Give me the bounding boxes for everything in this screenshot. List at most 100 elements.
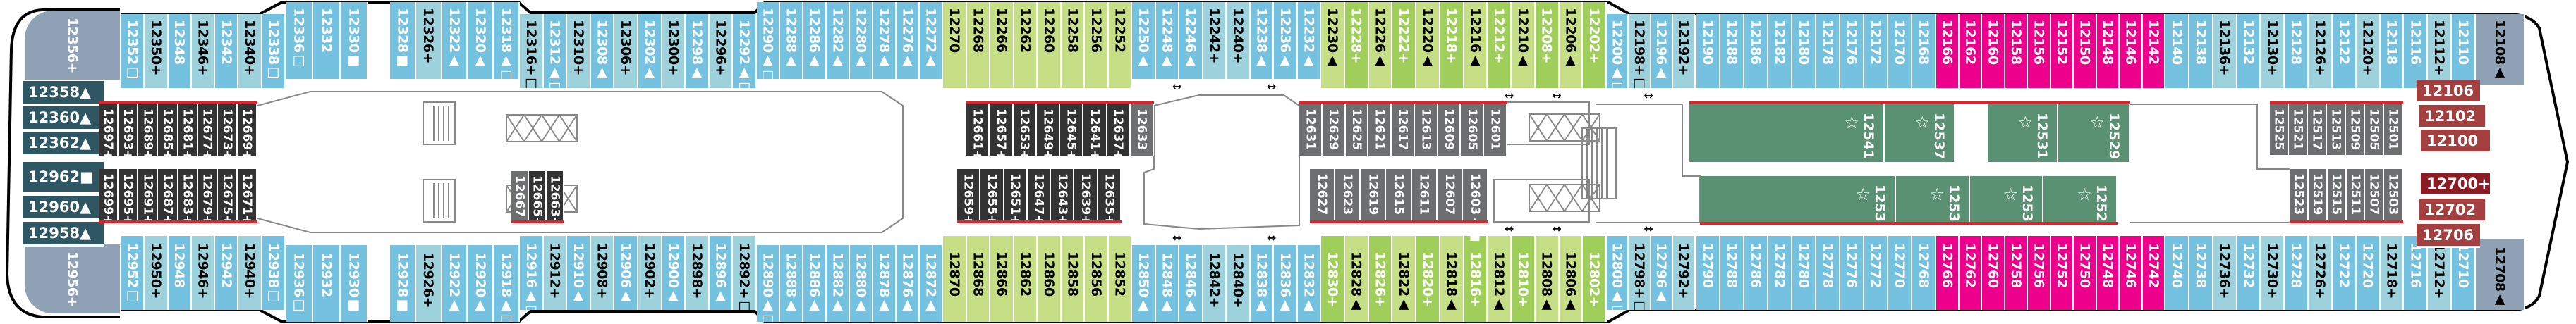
cabin-12619[interactable]: 12619 bbox=[1361, 169, 1387, 220]
cabin-12208[interactable]: 12208+ bbox=[1535, 2, 1560, 88]
cabin-12318[interactable]: 12318▲□ bbox=[494, 2, 520, 79]
cabin-12348[interactable]: 12348 bbox=[168, 14, 192, 88]
cabin-12758[interactable]: 12758 bbox=[2005, 236, 2028, 310]
cabin-12611[interactable]: 12611 bbox=[1411, 169, 1438, 220]
cabin-12828[interactable]: 12828▲ bbox=[1344, 236, 1369, 322]
cabin-12106[interactable]: 12106 bbox=[2417, 80, 2480, 104]
cabin-12788[interactable]: 12788 bbox=[1720, 236, 1744, 310]
cabin-12916[interactable]: 12916▲□ bbox=[520, 236, 544, 310]
cabin-12858[interactable]: 12858 bbox=[1061, 236, 1085, 322]
cabin-12780[interactable]: 12780 bbox=[1792, 236, 1816, 310]
cabin-12158[interactable]: 12158 bbox=[2005, 14, 2028, 88]
cabin-12699[interactable]: 12699+ bbox=[99, 169, 119, 225]
cabin-12902[interactable]: 12902+ bbox=[638, 236, 662, 310]
cabin-12156[interactable]: 12156 bbox=[2028, 14, 2051, 88]
cabin-12948[interactable]: 12948 bbox=[168, 236, 192, 310]
cabin-12669[interactable]: 12669+ bbox=[237, 104, 257, 160]
cabin-12702[interactable]: 12702 bbox=[2419, 199, 2485, 223]
cabin-12152[interactable]: 12152 bbox=[2051, 14, 2074, 88]
cabin-12290[interactable]: 12290▲□ bbox=[757, 2, 780, 79]
cabin-12210[interactable]: 12210▲ bbox=[1512, 2, 1536, 88]
cabin-12609[interactable]: 12609 bbox=[1438, 104, 1462, 156]
cabin-12130[interactable]: 12130+ bbox=[2261, 14, 2285, 88]
cabin-12748[interactable]: 12748 bbox=[2096, 236, 2120, 310]
cabin-12762[interactable]: 12762 bbox=[1959, 236, 1982, 310]
cabin-12716[interactable]: 12716 bbox=[2404, 236, 2429, 310]
cabin-12671[interactable]: 12671+ bbox=[237, 169, 257, 225]
cabin-12718[interactable]: 12718+ bbox=[2380, 236, 2405, 310]
cabin-12168[interactable]: 12168 bbox=[1912, 14, 1936, 88]
cabin-12880[interactable]: 12880▲ bbox=[850, 245, 873, 322]
cabin-12258[interactable]: 12258 bbox=[1061, 2, 1085, 88]
suite-12527[interactable]: ☆ 12527 bbox=[2043, 176, 2118, 231]
cabin-12350[interactable]: 12350+ bbox=[145, 14, 169, 88]
cabin-12695[interactable]: 12695+ bbox=[119, 169, 139, 225]
cabin-12336[interactable]: 12336□ bbox=[286, 2, 313, 79]
cabin-12268[interactable]: 12268 bbox=[966, 2, 990, 88]
cabin-12842[interactable]: 12842+ bbox=[1203, 245, 1227, 322]
cabin-12342[interactable]: 12342 bbox=[215, 14, 239, 88]
cabin-12700[interactable]: 12700+ bbox=[2421, 173, 2491, 197]
cabin-12160[interactable]: 12160 bbox=[1982, 14, 2005, 88]
cabin-12142[interactable]: 12142 bbox=[2142, 14, 2165, 88]
cabin-12882[interactable]: 12882▲ bbox=[827, 245, 850, 322]
cabin-12138[interactable]: 12138 bbox=[2189, 14, 2213, 88]
cabin-12198[interactable]: 12198+□ bbox=[1629, 14, 1651, 88]
cabin-12926[interactable]: 12926+ bbox=[415, 245, 442, 322]
cabin-12236[interactable]: 12236▲ bbox=[1274, 2, 1298, 79]
cabin-12507[interactable]: 12507 bbox=[2365, 169, 2385, 220]
cabin-12509[interactable]: 12509 bbox=[2346, 104, 2365, 155]
cabin-12200[interactable]: 12200▲□ bbox=[1607, 14, 1629, 88]
cabin-12322[interactable]: 12322▲ bbox=[442, 2, 468, 79]
cabin-12728[interactable]: 12728 bbox=[2285, 236, 2309, 310]
cabin-12653[interactable]: 12653+ bbox=[1013, 104, 1037, 160]
cabin-12708[interactable]: 12708▲ bbox=[2476, 239, 2525, 310]
cabin-12806[interactable]: 12806▲ bbox=[1559, 236, 1584, 322]
cabin-12218[interactable]: 12218+ bbox=[1440, 2, 1464, 88]
cabin-12651[interactable]: 12651+ bbox=[1004, 169, 1028, 225]
cabin-12601[interactable]: 12601 bbox=[1484, 104, 1507, 156]
cabin-12655[interactable]: 12655+ bbox=[980, 169, 1004, 225]
cabin-12802[interactable]: 12802+ bbox=[1583, 236, 1607, 322]
cabin-12816[interactable]: 12816+ bbox=[1464, 236, 1488, 322]
cabin-12830[interactable]: 12830+ bbox=[1321, 236, 1345, 322]
cabin-12938[interactable]: 12938□ bbox=[262, 236, 286, 310]
cabin-12180[interactable]: 12180 bbox=[1792, 14, 1816, 88]
cabin-12192[interactable]: 12192+ bbox=[1672, 14, 1695, 88]
cabin-12517[interactable]: 12517 bbox=[2308, 104, 2327, 155]
cabin-12848[interactable]: 12848▲ bbox=[1155, 245, 1179, 322]
cabin-12673[interactable]: 12673+ bbox=[217, 104, 238, 160]
suite-12535[interactable]: ☆ 12535 bbox=[1896, 176, 1970, 231]
cabin-12635[interactable]: 12635+ bbox=[1098, 169, 1122, 225]
cabin-12663[interactable]: 12663+ bbox=[547, 171, 564, 227]
cabin-12910[interactable]: 12910▲ bbox=[567, 236, 591, 310]
cabin-12940[interactable]: 12940+ bbox=[238, 236, 262, 310]
cabin-12661[interactable]: 12661+ bbox=[966, 104, 990, 160]
cabin-12675[interactable]: 12675+ bbox=[217, 169, 238, 225]
cabin-12790[interactable]: 12790 bbox=[1696, 236, 1720, 310]
cabin-12856[interactable]: 12856 bbox=[1085, 236, 1109, 322]
cabin-12750[interactable]: 12750 bbox=[2074, 236, 2097, 310]
cabin-12726[interactable]: 12726+ bbox=[2309, 236, 2333, 310]
cabin-12768[interactable]: 12768 bbox=[1912, 236, 1936, 310]
cabin-12796[interactable]: 12796▲ bbox=[1651, 236, 1673, 310]
cabin-12922[interactable]: 12922▲ bbox=[442, 245, 468, 322]
cabin-12346[interactable]: 12346+ bbox=[191, 14, 216, 88]
cabin-12932[interactable]: 12932 bbox=[313, 245, 341, 322]
cabin-12310[interactable]: 12310+ bbox=[567, 14, 591, 88]
cabin-12710[interactable]: 12710 bbox=[2452, 236, 2476, 310]
cabin-12316[interactable]: 12316+□ bbox=[520, 14, 544, 88]
cabin-12613[interactable]: 12613 bbox=[1414, 104, 1438, 156]
cabin-12220[interactable]: 12220▲ bbox=[1416, 2, 1440, 88]
cabin-12110[interactable]: 12110 bbox=[2452, 14, 2476, 88]
cabin-12772[interactable]: 12772 bbox=[1864, 236, 1888, 310]
cabin-12950[interactable]: 12950+ bbox=[145, 236, 169, 310]
cabin-12679[interactable]: 12679+ bbox=[198, 169, 218, 225]
cabin-12826[interactable]: 12826+ bbox=[1368, 236, 1393, 322]
cabin-12752[interactable]: 12752 bbox=[2051, 236, 2074, 310]
cabin-12760[interactable]: 12760 bbox=[1982, 236, 2005, 310]
cabin-12108[interactable]: 12108▲ bbox=[2476, 14, 2525, 85]
cabin-12870[interactable]: 12870 bbox=[943, 236, 967, 322]
cabin-12228[interactable]: 12228+ bbox=[1344, 2, 1369, 88]
suite-12539[interactable]: ☆ 12539 bbox=[1700, 176, 1896, 231]
